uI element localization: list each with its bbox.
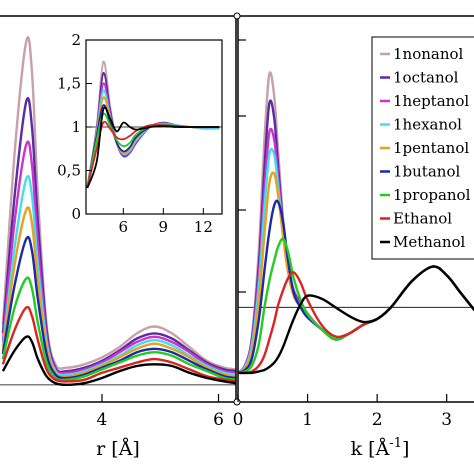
legend-label-2: 1heptanol	[393, 92, 469, 110]
inset-y-tick-label: 0	[71, 205, 81, 223]
inset-panel: 6 9 12 0 0,5 1 1,5 2	[57, 31, 223, 236]
inset-plot-area	[86, 60, 222, 189]
right-x-ticks: 0 1 2 3	[233, 39, 452, 430]
inset-y-tick-label: 1,5	[57, 75, 81, 93]
left-series-line-6	[1, 276, 237, 382]
right-x-axis-label-superscript: -1	[389, 436, 402, 451]
left-series-line-1	[1, 96, 237, 374]
left-plot-area	[0, 36, 237, 386]
right-plot-frame	[237, 15, 474, 403]
left-series-line-5	[1, 235, 237, 380]
left-series-line-7	[1, 305, 237, 383]
right-x-tick-label: 1	[302, 410, 313, 430]
panel-joint-marker	[233, 398, 241, 406]
left-x-axis-label: r [Å]	[96, 438, 140, 460]
left-series-line-2	[1, 140, 237, 375]
inset-y-tick-label: 1	[71, 118, 81, 136]
left-x-tick-label: 4	[97, 410, 108, 430]
legend-label-7: Ethanol	[393, 210, 452, 228]
right-x-axis-label-main: k [Å	[351, 438, 390, 460]
legend-entries: 1nonanol 1octanol 1heptanol 1hexanol 1pentan…	[380, 45, 471, 251]
inset-series-line-8	[86, 106, 220, 189]
legend-label-4: 1pentanol	[393, 139, 469, 157]
inset-y-tick-label: 0,5	[57, 162, 81, 180]
right-x-axis-label: k [Å-1]	[351, 436, 410, 460]
legend-label-1: 1octanol	[393, 69, 459, 87]
right-plot-area	[237, 71, 474, 375]
legend-label-3: 1hexanol	[393, 116, 462, 134]
left-x-tick-label: 6	[213, 410, 224, 430]
legend-label-8: Methanol	[393, 233, 466, 251]
right-x-axis-label-end: ]	[402, 438, 409, 460]
left-series-line-3	[1, 174, 237, 377]
inset-x-tick-label: 12	[194, 218, 213, 236]
legend-label-0: 1nonanol	[393, 45, 464, 63]
inset-x-tick-label: 6	[119, 218, 129, 236]
right-panel: 0 1 2 3 k [Å-1] 1nonanol 1octanol 1heptanol 1h…	[233, 12, 474, 460]
right-series-line-8	[238, 265, 474, 375]
legend-label-5: 1butanol	[393, 163, 460, 181]
inset-x-tick-label: 9	[159, 218, 169, 236]
panel-joint-marker	[233, 12, 241, 20]
left-series-line-8	[1, 335, 237, 386]
left-plot-frame	[0, 15, 237, 403]
right-x-tick-label: 0	[233, 410, 244, 430]
legend-label-6: 1propanol	[393, 186, 471, 204]
inset-y-tick-label: 2	[71, 31, 81, 49]
right-x-tick-label: 2	[372, 410, 383, 430]
inset-ticks: 6 9 12 0 0,5 1 1,5 2	[57, 31, 213, 236]
legend: 1nonanol 1octanol 1heptanol 1hexanol 1pentan…	[371, 36, 474, 260]
left-series-line-0	[1, 36, 237, 371]
right-x-tick-label: 3	[441, 410, 452, 430]
left-series-line-4	[1, 206, 237, 378]
